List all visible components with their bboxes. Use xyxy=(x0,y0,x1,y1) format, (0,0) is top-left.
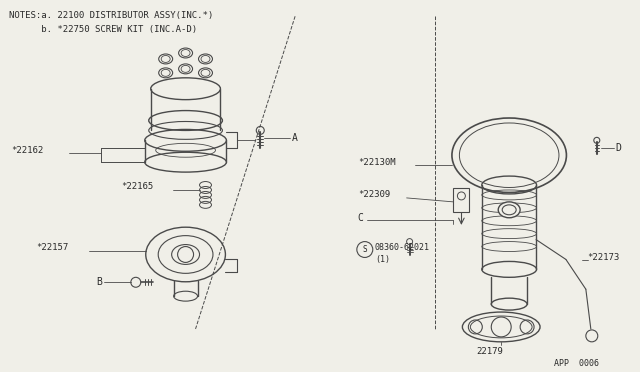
Ellipse shape xyxy=(498,202,520,218)
Text: *22309: *22309 xyxy=(358,190,390,199)
Text: 08360-62021: 08360-62021 xyxy=(375,243,430,252)
Text: *22165: *22165 xyxy=(121,183,153,192)
Text: *22130M: *22130M xyxy=(358,158,396,167)
Text: (1): (1) xyxy=(375,255,390,264)
Text: *22157: *22157 xyxy=(36,243,68,252)
Text: S: S xyxy=(362,245,367,254)
Text: APP  0006: APP 0006 xyxy=(554,359,599,368)
Text: 22179: 22179 xyxy=(476,347,502,356)
Circle shape xyxy=(492,317,511,337)
Text: b. *22750 SCREW KIT (INC.A-D): b. *22750 SCREW KIT (INC.A-D) xyxy=(10,25,198,34)
Text: *22173: *22173 xyxy=(587,253,619,262)
Text: *22162: *22162 xyxy=(12,146,44,155)
Text: B: B xyxy=(96,277,102,287)
Text: C: C xyxy=(358,213,364,223)
Text: NOTES:a. 22100 DISTRIBUTOR ASSY(INC.*): NOTES:a. 22100 DISTRIBUTOR ASSY(INC.*) xyxy=(10,11,214,20)
Text: A: A xyxy=(292,133,298,143)
Ellipse shape xyxy=(172,244,200,264)
Text: D: D xyxy=(616,143,621,153)
